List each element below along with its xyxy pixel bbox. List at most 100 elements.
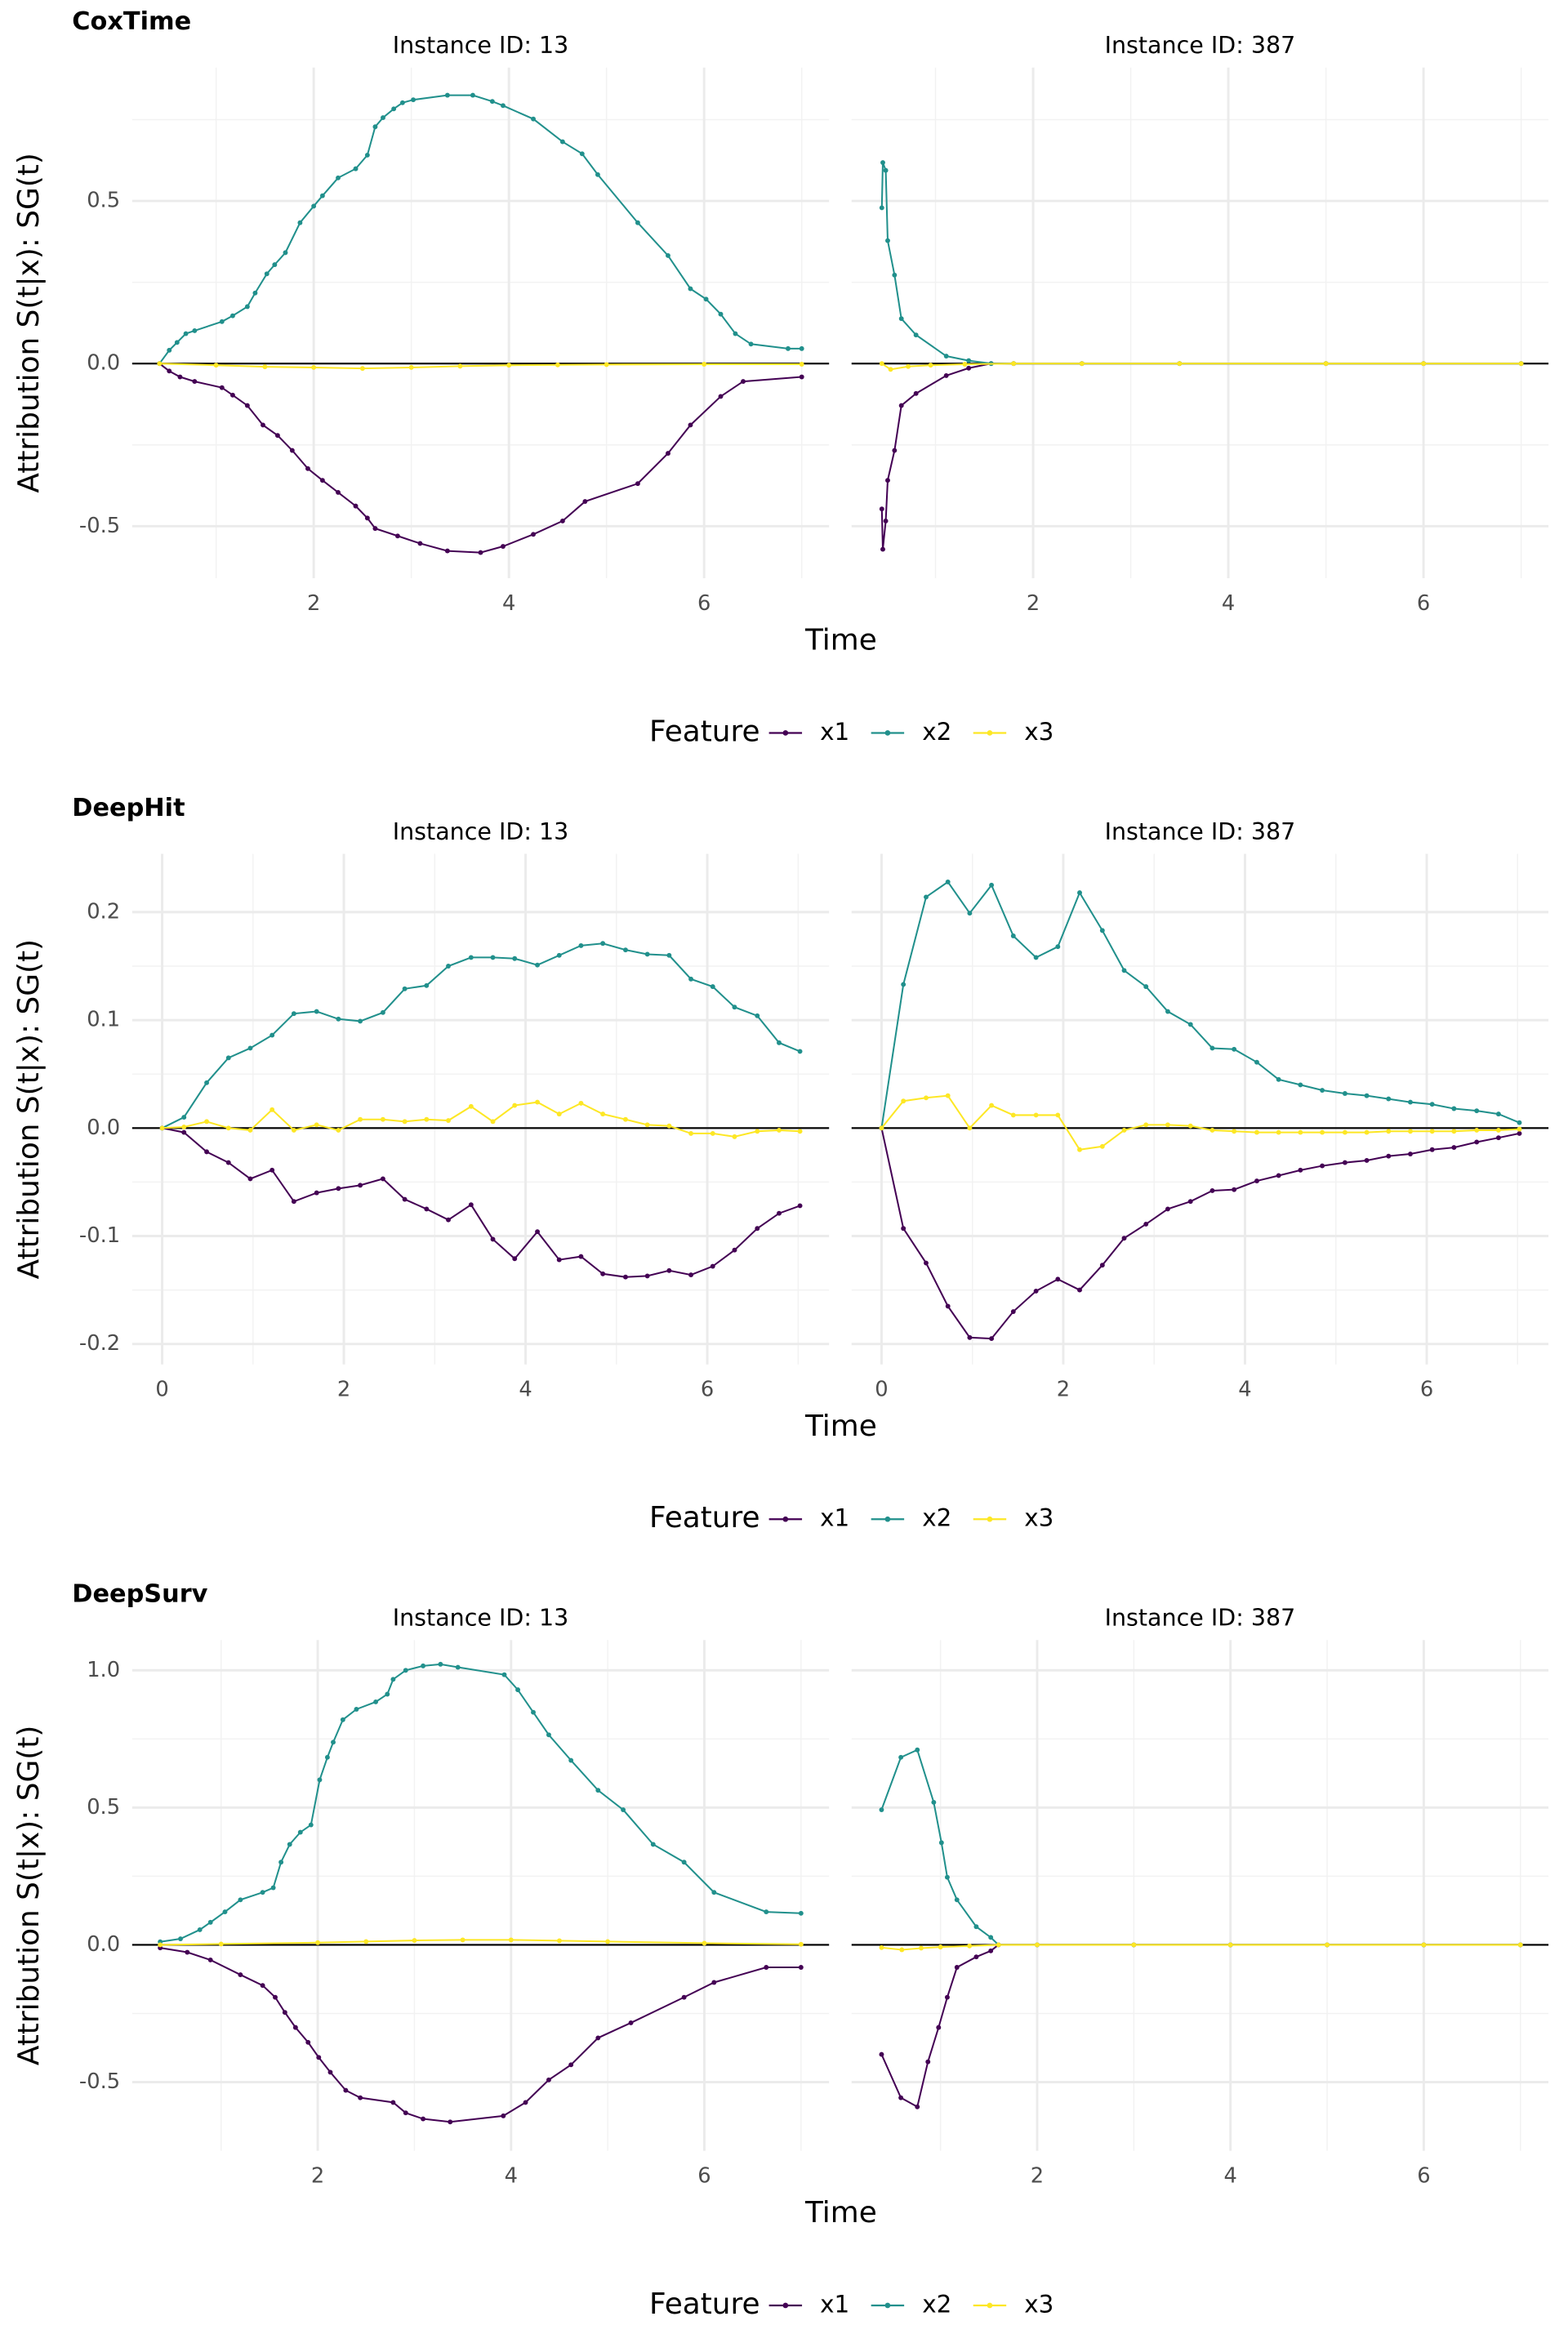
series-point — [229, 392, 235, 398]
series-point — [327, 2069, 333, 2075]
series-point — [353, 503, 359, 509]
series-point — [1131, 1942, 1137, 1948]
series-point — [1033, 1112, 1039, 1118]
series-point — [1320, 1163, 1325, 1169]
series-point — [1408, 1129, 1413, 1134]
series-point — [938, 1840, 944, 1846]
legend-key-point — [782, 730, 789, 736]
series-point — [755, 1226, 760, 1232]
x-tick-label: 4 — [502, 591, 515, 616]
series-point — [879, 1944, 884, 1950]
series-point — [455, 1664, 461, 1670]
series-point — [559, 139, 565, 145]
series-point — [1364, 1129, 1370, 1135]
series-point — [1408, 1152, 1413, 1156]
series-point — [1209, 1045, 1215, 1051]
series-point — [880, 160, 885, 165]
series-point — [380, 1116, 385, 1122]
series-point — [954, 1897, 960, 1903]
series-point — [901, 1098, 906, 1104]
y-tick-label: -0.2 — [79, 1331, 120, 1356]
series-point — [364, 152, 370, 158]
x-tick-label: 4 — [1224, 2163, 1237, 2188]
legend-label: x3 — [1024, 1504, 1054, 1532]
series-point — [797, 1049, 803, 1054]
series-point — [1033, 955, 1039, 960]
series-point — [531, 1709, 536, 1715]
series-point — [644, 1122, 650, 1128]
series-point — [1342, 1129, 1348, 1135]
series-point — [967, 1334, 973, 1340]
series-point — [556, 1257, 562, 1263]
series-point — [506, 363, 512, 368]
series-point — [732, 1247, 737, 1253]
series-point — [1298, 1082, 1303, 1088]
series-point — [1421, 1942, 1427, 1948]
series-point — [786, 345, 791, 351]
series-point — [1276, 1076, 1281, 1082]
series-point — [1276, 1173, 1281, 1178]
x-tick-label: 6 — [697, 591, 710, 616]
series-point — [390, 2100, 396, 2105]
series-point — [595, 1788, 601, 1793]
series-point — [358, 1018, 363, 1024]
series-point — [899, 1947, 905, 1953]
series-point — [1165, 1009, 1170, 1014]
series-point — [336, 489, 341, 495]
series-point — [989, 882, 995, 888]
series-point — [1495, 1111, 1501, 1117]
series-point — [741, 379, 746, 385]
series-point — [568, 1757, 574, 1763]
series-point — [219, 318, 225, 324]
series-point — [892, 272, 898, 278]
series-point — [343, 2087, 349, 2093]
x-tick-label: 6 — [1417, 2163, 1430, 2188]
series-point — [797, 1129, 803, 1134]
series-point — [167, 368, 172, 374]
series-point — [512, 1256, 518, 1262]
series-point — [181, 1129, 187, 1135]
series-point — [973, 1924, 979, 1930]
legend-key-point — [782, 2302, 789, 2309]
series-point — [1121, 968, 1127, 973]
series-point — [556, 1111, 562, 1117]
series-point — [508, 1937, 514, 1943]
series-point — [1055, 1276, 1061, 1282]
series-point — [973, 1954, 979, 1960]
x-axis-title: Time — [804, 623, 877, 657]
series-point — [880, 546, 885, 552]
series-point — [1517, 1126, 1522, 1132]
series-point — [1079, 361, 1085, 367]
series-point — [966, 358, 972, 363]
series-point — [1323, 361, 1329, 367]
series-point — [621, 1807, 626, 1812]
series-point — [945, 879, 951, 884]
series-point — [260, 1983, 265, 1989]
series-point — [666, 1267, 672, 1273]
series-line — [880, 162, 1521, 365]
series-point — [628, 2020, 634, 2025]
series-point — [582, 499, 588, 504]
y-tick-label: 0.0 — [87, 1932, 120, 1957]
series-point — [901, 1226, 906, 1232]
series-point — [924, 894, 929, 900]
series-point — [710, 984, 715, 990]
series-point — [204, 1080, 210, 1085]
series-point — [291, 1011, 296, 1017]
series-point — [308, 1822, 314, 1828]
series-point — [1177, 361, 1183, 367]
series-point — [181, 1115, 187, 1120]
series-point — [1408, 1099, 1413, 1105]
series-point — [444, 548, 450, 554]
series-point — [600, 1111, 606, 1117]
series-point — [490, 955, 496, 960]
legend-label: x2 — [922, 2290, 951, 2318]
series-point — [207, 1957, 213, 1962]
series-point — [197, 1927, 203, 1932]
series-point — [247, 1045, 253, 1051]
series-point — [372, 124, 378, 130]
series-point — [879, 1125, 884, 1131]
facet-title: CoxTime — [72, 7, 191, 36]
panel-subtitle: Instance ID: 13 — [393, 1605, 569, 1632]
series-point — [225, 1055, 231, 1061]
